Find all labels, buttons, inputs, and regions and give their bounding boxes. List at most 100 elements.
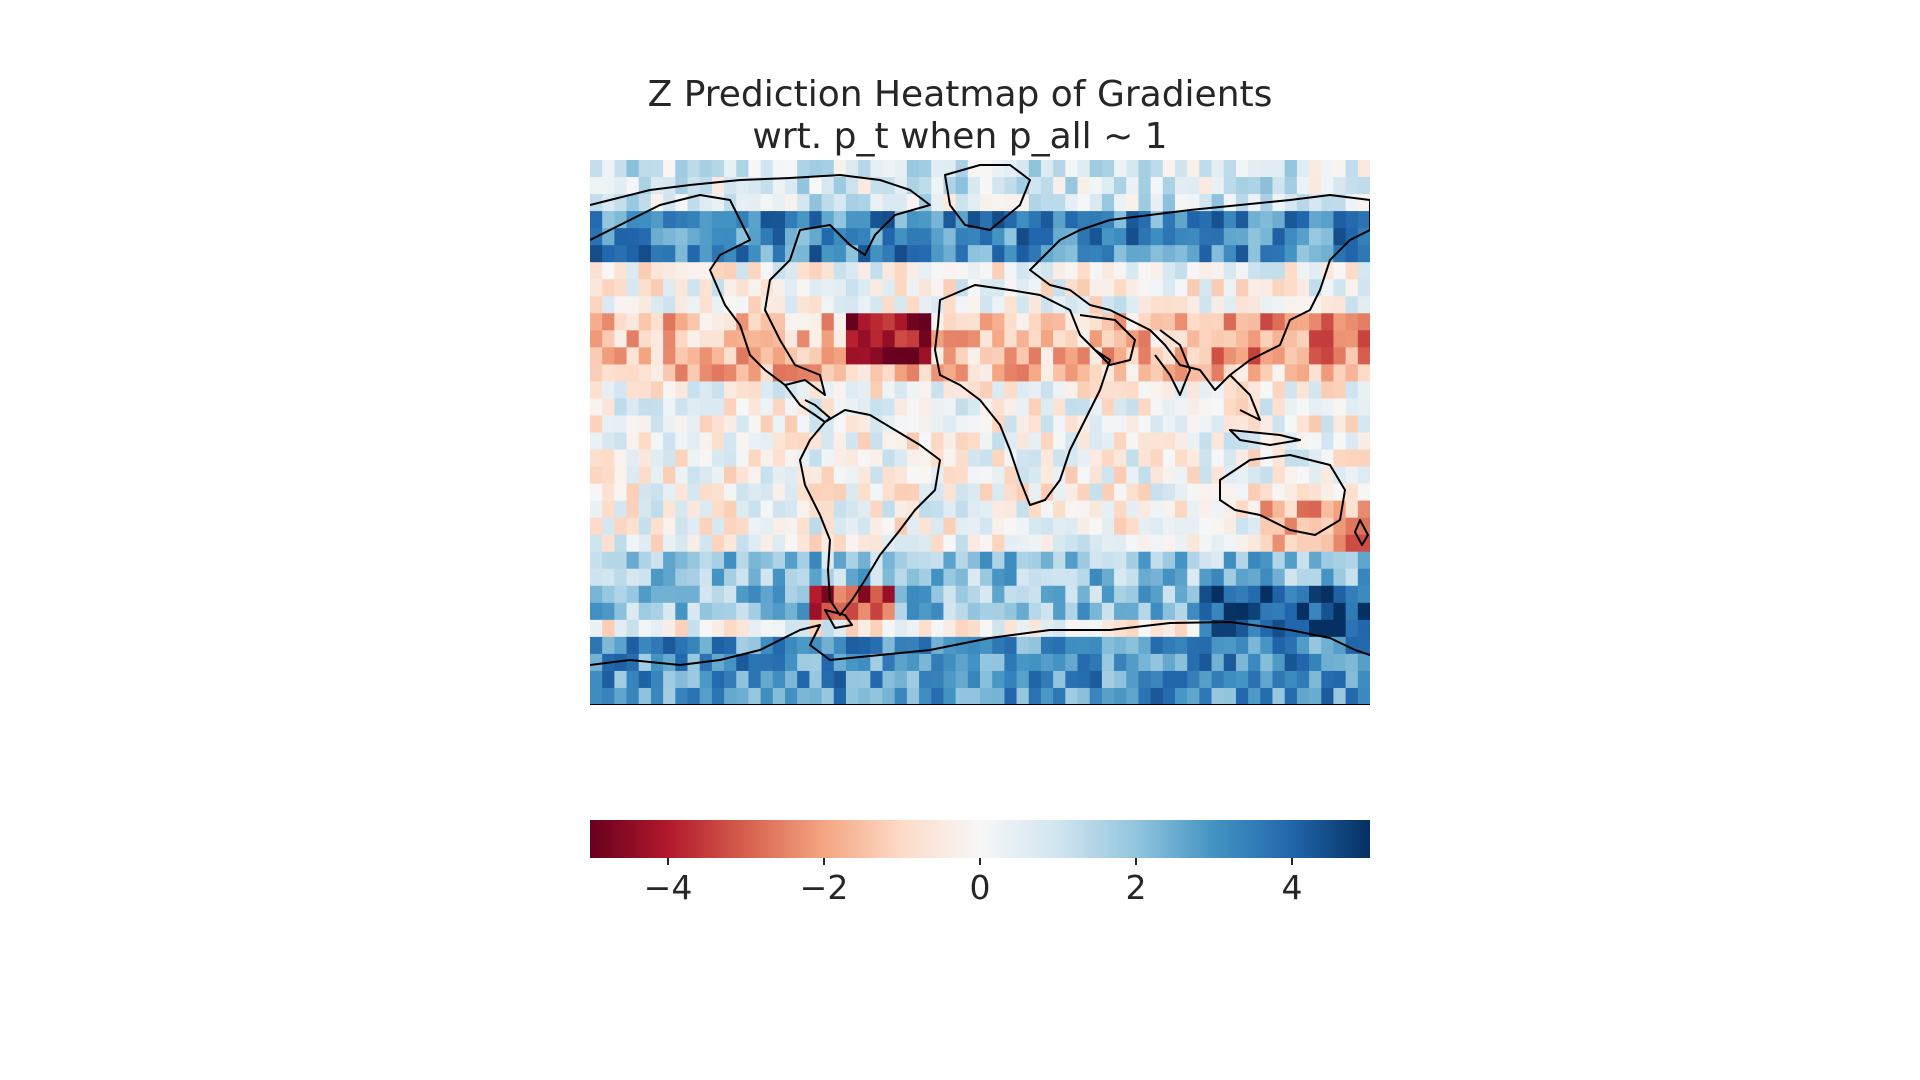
- heatmap-cell: [1065, 500, 1079, 519]
- heatmap-cell: [894, 534, 908, 553]
- heatmap-cell: [626, 194, 640, 212]
- heatmap-cell: [919, 296, 932, 314]
- heatmap-cell: [1211, 177, 1225, 195]
- heatmap-cell: [1089, 177, 1103, 195]
- heatmap-cell: [1284, 262, 1298, 280]
- heatmap-cell: [1150, 415, 1164, 434]
- heatmap-cell: [955, 551, 969, 570]
- heatmap-cell: [724, 228, 737, 246]
- heatmap-cell: [1284, 483, 1298, 502]
- heatmap-cell: [1309, 483, 1322, 502]
- heatmap-cell: [1077, 483, 1091, 502]
- heatmap-cell: [1345, 364, 1359, 383]
- heatmap-cell: [1272, 568, 1286, 587]
- heatmap-cell: [1223, 296, 1237, 314]
- heatmap-cell: [882, 568, 896, 587]
- heatmap-cell: [809, 432, 823, 451]
- heatmap-cell: [602, 670, 615, 689]
- heatmap-cell: [736, 347, 750, 365]
- heatmap-cell: [663, 245, 676, 263]
- heatmap-cell: [992, 381, 1005, 400]
- heatmap-cell: [1211, 619, 1225, 638]
- heatmap-cell: [772, 466, 786, 485]
- heatmap-cell: [943, 228, 957, 246]
- heatmap-cell: [1272, 670, 1286, 689]
- heatmap-cell: [1053, 568, 1066, 587]
- heatmap-cell: [1333, 653, 1347, 672]
- heatmap-cell: [614, 364, 628, 383]
- heatmap-cell: [1162, 415, 1176, 434]
- heatmap-cell: [797, 262, 810, 280]
- heatmap-cell: [699, 313, 713, 331]
- heatmap-cell: [1223, 398, 1237, 417]
- heatmap-cell: [1126, 211, 1140, 229]
- heatmap-cell: [1089, 364, 1103, 383]
- heatmap-cell: [833, 381, 847, 400]
- heatmap-cell: [894, 228, 908, 246]
- heatmap-cell: [1028, 551, 1042, 570]
- heatmap-cell: [1138, 687, 1152, 705]
- heatmap-cell: [1235, 636, 1249, 655]
- heatmap-cell: [955, 296, 969, 314]
- heatmap-cell: [809, 177, 823, 195]
- heatmap-cell: [1126, 585, 1140, 604]
- heatmap-cell: [931, 279, 945, 297]
- heatmap-cell: [626, 364, 640, 383]
- heatmap-cell: [1284, 653, 1298, 672]
- heatmap-cell: [1040, 211, 1054, 229]
- heatmap-cell: [650, 568, 664, 587]
- heatmap-cell: [626, 177, 640, 195]
- heatmap-cell: [1199, 415, 1213, 434]
- heatmap-cell: [638, 381, 652, 400]
- heatmap-cell: [1284, 347, 1298, 365]
- heatmap-cell: [760, 432, 774, 451]
- heatmap-cell: [1053, 347, 1066, 365]
- heatmap-cell: [821, 262, 835, 280]
- heatmap-cell: [1211, 381, 1225, 400]
- heatmap-cell: [870, 245, 884, 263]
- heatmap-cell: [626, 636, 640, 655]
- heatmap-cell: [1211, 551, 1225, 570]
- heatmap-cell: [614, 330, 628, 348]
- heatmap-cell: [1126, 551, 1140, 570]
- colorbar-tick-label: 2: [1125, 868, 1147, 907]
- heatmap-cell: [943, 330, 957, 348]
- heatmap-cell: [845, 347, 859, 365]
- heatmap-cell: [894, 177, 908, 195]
- heatmap-cell: [785, 364, 798, 383]
- heatmap-cell: [1199, 330, 1213, 348]
- heatmap-cell: [955, 364, 969, 383]
- heatmap-cell: [663, 160, 676, 178]
- heatmap-cell: [1053, 313, 1066, 331]
- heatmap-cell: [797, 330, 810, 348]
- heatmap-cell: [858, 160, 871, 178]
- heatmap-cell: [1260, 177, 1274, 195]
- heatmap-cell: [711, 432, 725, 451]
- heatmap-cell: [724, 449, 737, 468]
- heatmap-cell: [1248, 551, 1261, 570]
- heatmap-cell: [663, 449, 676, 468]
- heatmap-cell: [699, 670, 713, 689]
- heatmap-cell: [967, 398, 981, 417]
- heatmap-cell: [1016, 449, 1030, 468]
- heatmap-cell: [858, 568, 871, 587]
- heatmap-cell: [1162, 194, 1176, 212]
- heatmap-cell: [736, 534, 750, 553]
- heatmap-cell: [1296, 228, 1310, 246]
- heatmap-cell: [809, 602, 823, 621]
- heatmap-cell: [711, 160, 725, 178]
- heatmap-cell: [687, 602, 701, 621]
- heatmap-cell: [711, 483, 725, 502]
- heatmap-cell: [858, 687, 871, 705]
- heatmap-cell: [675, 313, 689, 331]
- heatmap-cell: [772, 653, 786, 672]
- colorbar-tick-label: 0: [969, 868, 991, 907]
- heatmap-cell: [1199, 449, 1213, 468]
- heatmap-cell: [1248, 296, 1261, 314]
- heatmap-cell: [590, 636, 603, 655]
- heatmap-cell: [1016, 602, 1030, 621]
- heatmap-cell: [967, 194, 981, 212]
- heatmap-cell: [614, 636, 628, 655]
- heatmap-cell: [1065, 619, 1079, 638]
- heatmap-cell: [1223, 619, 1237, 638]
